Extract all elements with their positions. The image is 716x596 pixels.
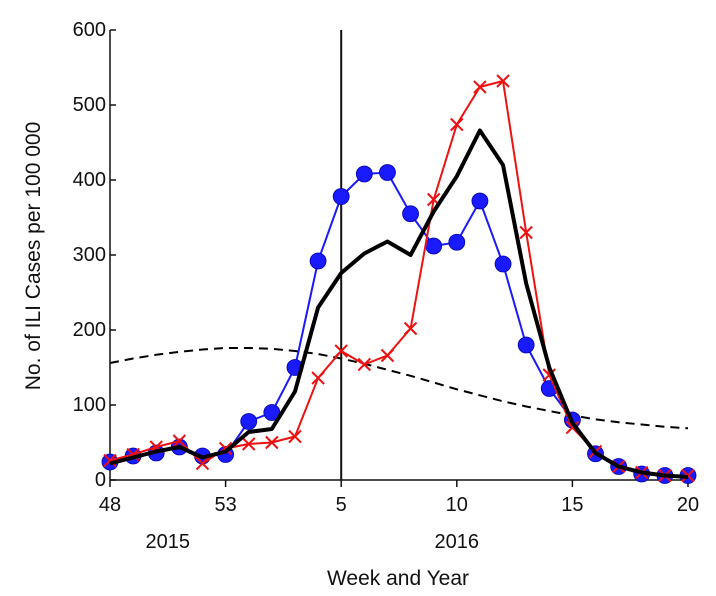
series-blue-point bbox=[471, 192, 489, 210]
series-black-line bbox=[109, 128, 689, 479]
y-tick-label: 0 bbox=[95, 469, 106, 491]
x-axis-title: Week and Year bbox=[327, 567, 469, 590]
x-marker-stroke bbox=[496, 74, 510, 88]
x-marker-stroke bbox=[242, 437, 256, 451]
x-marker-stroke bbox=[473, 80, 487, 94]
series-blue-point bbox=[494, 255, 512, 273]
x-marker-stroke bbox=[450, 117, 464, 132]
x-marker-stroke bbox=[565, 420, 580, 435]
series-red-point bbox=[450, 117, 464, 132]
series-red bbox=[103, 74, 695, 483]
series-red-point bbox=[357, 357, 372, 372]
series-red-point bbox=[242, 437, 256, 451]
x-tick-label: 5 bbox=[336, 494, 347, 516]
series-red-point bbox=[380, 348, 395, 363]
x-marker-stroke bbox=[311, 371, 325, 385]
x-marker-stroke bbox=[357, 357, 372, 372]
y-tick-label: 300 bbox=[73, 244, 106, 266]
x-marker-stroke bbox=[334, 344, 348, 358]
series-red-point bbox=[334, 344, 348, 358]
series-blue-point bbox=[355, 165, 373, 183]
x-marker-stroke bbox=[519, 225, 533, 240]
x-marker-stroke bbox=[103, 453, 117, 468]
series-red-point bbox=[496, 74, 510, 88]
x-tick-label: 10 bbox=[446, 494, 468, 516]
x-tick-label: 53 bbox=[214, 494, 236, 516]
x-marker-stroke bbox=[426, 192, 441, 207]
series-blue-point bbox=[309, 252, 327, 270]
y-tick-label: 600 bbox=[73, 19, 106, 41]
series-red-point bbox=[195, 456, 210, 471]
x-tick-label: 15 bbox=[561, 494, 583, 516]
series-black bbox=[109, 128, 689, 479]
y-tick-label: 200 bbox=[73, 319, 106, 341]
series-red-point bbox=[172, 434, 187, 448]
series-blue-point bbox=[448, 233, 466, 251]
series-blue-point bbox=[379, 164, 396, 181]
x-marker-stroke bbox=[172, 434, 187, 448]
x-marker-stroke bbox=[403, 321, 418, 336]
series-red-line bbox=[109, 80, 688, 477]
year-label: 2015 bbox=[146, 531, 191, 553]
series-red-point bbox=[288, 429, 302, 444]
series-blue-point bbox=[402, 205, 419, 223]
y-tick-label: 400 bbox=[73, 169, 106, 191]
threshold-layer bbox=[109, 347, 689, 430]
series-red-point bbox=[403, 321, 418, 336]
series-blue-point bbox=[425, 237, 443, 255]
y-tick-label: 500 bbox=[73, 94, 106, 116]
series-blue bbox=[101, 164, 697, 484]
x-marker-stroke bbox=[195, 456, 210, 471]
series-blue-point bbox=[517, 336, 535, 354]
y-tick-label: 100 bbox=[73, 394, 106, 416]
series-red-point bbox=[519, 225, 533, 240]
series-red-point bbox=[473, 80, 487, 94]
series-red-point bbox=[311, 371, 325, 385]
year-label: 2016 bbox=[435, 531, 480, 553]
x-tick-label: 20 bbox=[677, 494, 699, 516]
series-layer bbox=[101, 74, 697, 484]
series-red-point bbox=[265, 435, 279, 450]
y-axis-title: No. of ILI Cases per 100 000 bbox=[22, 122, 45, 391]
series-blue-line bbox=[109, 171, 688, 477]
series-red-point bbox=[565, 420, 580, 435]
x-marker-stroke bbox=[265, 435, 279, 450]
x-marker-stroke bbox=[288, 429, 302, 444]
x-tick-label: 48 bbox=[99, 494, 121, 516]
labels-layer: Week and Year No. of ILI Cases per 100 0… bbox=[22, 19, 699, 590]
series-threshold-line bbox=[109, 347, 689, 430]
x-marker-stroke bbox=[542, 368, 556, 382]
axes-layer bbox=[109, 29, 689, 487]
x-marker-stroke bbox=[380, 348, 395, 363]
series-blue-point bbox=[240, 413, 258, 430]
series-blue-point bbox=[332, 188, 350, 205]
